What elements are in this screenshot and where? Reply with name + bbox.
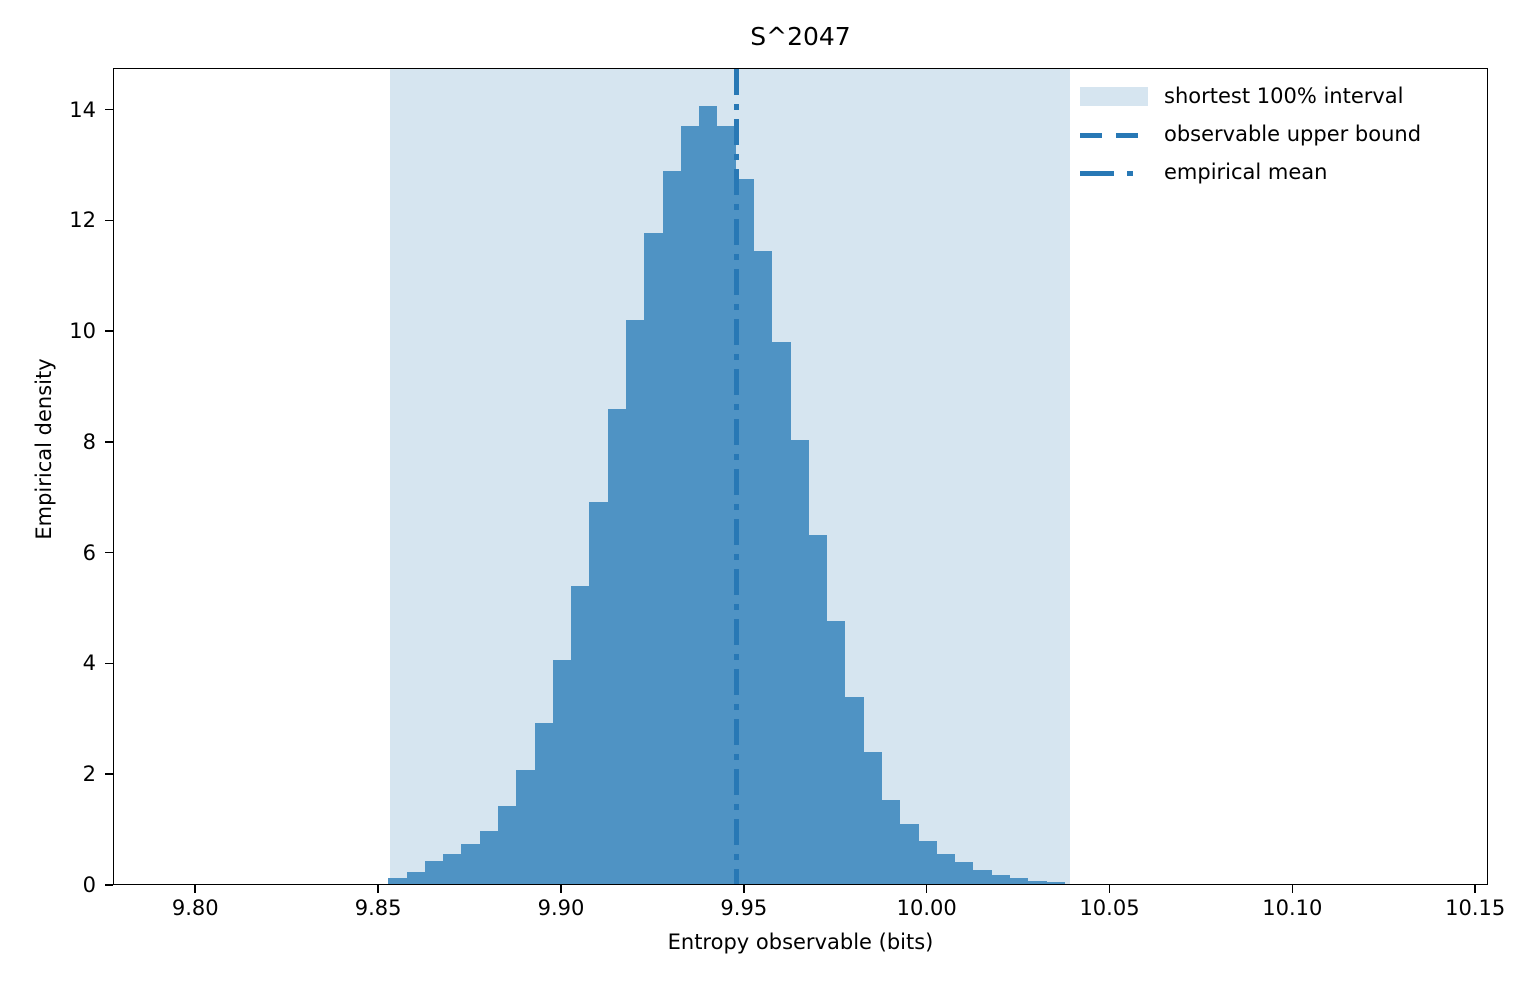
histogram-bar — [1009, 878, 1029, 884]
histogram-bar — [827, 620, 846, 884]
histogram-bar — [680, 126, 700, 884]
legend-line-dashdot — [1080, 171, 1148, 176]
histogram-bar — [845, 696, 864, 884]
histogram-bar — [863, 752, 882, 884]
legend-swatch-empirical-mean — [1080, 159, 1148, 185]
histogram-bar — [955, 861, 974, 884]
histogram-bar — [753, 251, 773, 884]
histogram-bar — [497, 806, 517, 884]
histogram-bar — [424, 860, 444, 884]
x-axis-label: Entropy observable (bits) — [667, 930, 934, 954]
histogram-bar — [534, 723, 553, 884]
y-tick-label: 4 — [82, 651, 96, 676]
y-tick-label: 12 — [69, 208, 96, 233]
y-tick-mark — [105, 551, 113, 554]
histogram-bar — [735, 179, 754, 884]
y-tick-label: 6 — [82, 540, 96, 565]
x-tick-label: 9.90 — [537, 896, 585, 920]
y-tick-mark — [105, 884, 113, 886]
histogram-bar — [571, 586, 590, 884]
x-tick-mark — [560, 885, 562, 893]
y-tick-mark — [105, 441, 113, 443]
y-tick-label: 10 — [69, 319, 96, 344]
histogram-bar — [918, 840, 937, 884]
x-tick-mark — [194, 885, 197, 893]
x-tick-label: 10.00 — [896, 896, 957, 920]
histogram-bar — [973, 870, 992, 884]
x-tick-label: 9.95 — [720, 896, 768, 920]
legend-line-dashed — [1080, 133, 1148, 138]
legend-label-empirical-mean: empirical mean — [1164, 160, 1328, 184]
histogram-bar — [644, 233, 663, 884]
x-tick-mark — [1291, 885, 1294, 893]
y-axis-label: Empirical density — [32, 358, 56, 540]
x-tick-mark — [743, 885, 745, 893]
histogram-bar — [589, 501, 608, 884]
x-tick-label: 10.05 — [1079, 896, 1140, 920]
plot-area — [113, 68, 1488, 885]
histogram-bar — [607, 408, 626, 884]
legend-item-empirical-mean: empirical mean — [1080, 158, 1421, 186]
legend-label-observable-upper-bound: observable upper bound — [1164, 122, 1422, 146]
legend-patch-shortest-interval — [1080, 87, 1148, 106]
histogram-bar — [881, 799, 901, 884]
legend-swatch-shortest-interval — [1080, 83, 1148, 109]
histogram-bar — [388, 878, 407, 884]
histogram-bar — [461, 844, 480, 884]
y-tick-label: 2 — [82, 762, 96, 787]
legend-swatch-observable-upper-bound — [1080, 121, 1148, 147]
y-tick-mark — [105, 773, 113, 775]
histogram-bar — [552, 659, 572, 884]
x-tick-mark — [925, 885, 928, 893]
histogram-bar — [699, 105, 718, 884]
histogram-bar — [406, 871, 425, 884]
y-tick-mark — [105, 662, 113, 665]
histogram-bar — [625, 320, 645, 884]
histogram-bar — [991, 874, 1010, 884]
histogram-bar — [516, 770, 535, 884]
y-tick-mark — [105, 108, 113, 111]
legend-label-shortest-interval: shortest 100% interval — [1164, 84, 1404, 108]
y-tick-label: 14 — [69, 97, 96, 122]
histogram-bar — [936, 853, 956, 884]
histogram-bar — [900, 824, 919, 884]
histogram-bar — [479, 831, 498, 884]
x-tick-label: 9.80 — [171, 896, 219, 920]
x-tick-label: 10.10 — [1262, 896, 1323, 920]
legend-item-shortest-interval: shortest 100% interval — [1080, 82, 1421, 110]
histogram-bar — [1028, 880, 1047, 884]
histogram-bar — [662, 170, 681, 884]
y-tick-label: 0 — [82, 873, 96, 897]
x-tick-mark — [1108, 885, 1111, 893]
chart-title: S^2047 — [750, 22, 851, 51]
histogram-bar — [717, 126, 736, 884]
x-tick-mark — [1474, 885, 1476, 893]
histogram-bar — [772, 342, 791, 884]
x-tick-mark — [377, 885, 379, 893]
histogram-bar — [1046, 882, 1065, 884]
plot-inner — [114, 69, 1487, 884]
histogram-bar — [808, 535, 828, 884]
x-tick-label: 10.15 — [1445, 896, 1506, 920]
histogram-bar — [443, 853, 462, 884]
y-tick-label: 8 — [82, 429, 96, 454]
x-tick-label: 9.85 — [354, 896, 402, 920]
y-tick-mark — [105, 330, 113, 332]
legend: shortest 100% interval observable upper … — [1072, 76, 1430, 192]
empirical-mean-line — [733, 69, 739, 884]
legend-item-observable-upper-bound: observable upper bound — [1080, 120, 1421, 148]
y-tick-mark — [105, 219, 113, 222]
histogram-bar — [790, 439, 809, 884]
